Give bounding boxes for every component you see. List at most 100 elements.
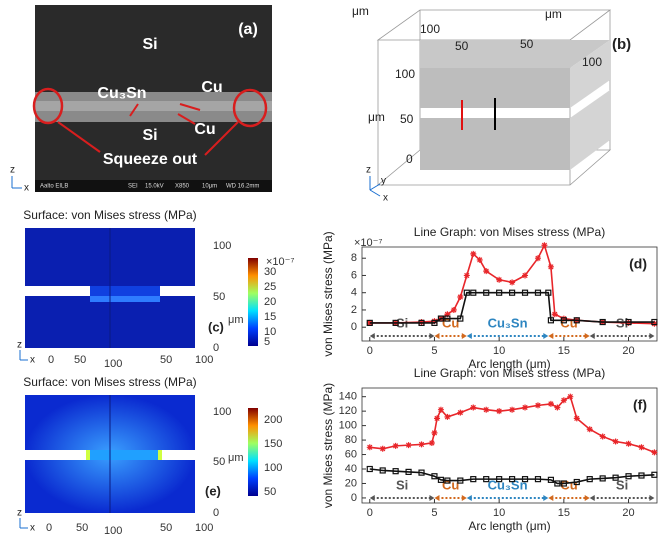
axis-unit: μm (368, 110, 385, 124)
marker (431, 430, 437, 436)
marker (380, 446, 386, 452)
x-tick-label: 20 (622, 507, 634, 519)
axis-unit: μm (352, 4, 369, 18)
joint (90, 286, 160, 296)
y-tick-label: 120 (339, 405, 357, 417)
x-tick-label: 0 (367, 507, 373, 519)
marker (587, 426, 593, 432)
marker (496, 408, 502, 414)
series-line (370, 397, 655, 453)
marker (638, 444, 644, 450)
panel-b: μm 100 50 μm 50 100 (b) 100 μm 50 0 z y … (352, 4, 631, 203)
marker (613, 439, 619, 445)
joint (88, 450, 160, 460)
y-tick-label: 60 (345, 448, 357, 460)
marker (438, 407, 444, 413)
tick: 50 (160, 522, 172, 534)
title: Surface: von Mises stress (MPa) (23, 208, 196, 222)
axis-label: z (10, 165, 15, 176)
y-tick-label: 4 (351, 287, 357, 299)
tick: 50 (520, 37, 534, 51)
title: Surface: von Mises stress (MPa) (23, 375, 196, 389)
tick: 50 (74, 354, 86, 366)
axis-icon (20, 518, 28, 528)
colorbar (248, 258, 258, 346)
arrow-head (585, 333, 590, 339)
marker (509, 279, 515, 285)
tick: 0 (46, 522, 52, 534)
axis-unit: μm (545, 7, 562, 21)
footer-text: WD 16.2mm (226, 184, 259, 190)
tick: 100 (420, 22, 440, 36)
colorbar-tick: 5 (264, 336, 270, 348)
marker (600, 433, 606, 439)
arrow-head (548, 333, 553, 339)
marker (522, 405, 528, 411)
tick: 50 (76, 522, 88, 534)
marker (535, 255, 541, 261)
chart-title: Line Graph: von Mises stress (MPa) (414, 225, 605, 239)
marker (548, 401, 554, 407)
y-axis-label: von Mises stress (MPa) (321, 383, 335, 508)
arrow-head (543, 495, 548, 501)
marker (470, 405, 476, 411)
marker (651, 449, 657, 455)
arrow-head (467, 333, 472, 339)
panel-c: Surface: von Mises stress (MPa) 100 50 0… (17, 208, 294, 370)
arrow-head (462, 333, 467, 339)
y-tick-label: 0 (351, 321, 357, 333)
marker (477, 257, 483, 263)
footer-text: 15.0kV (145, 184, 164, 190)
axis-label: y (381, 176, 386, 187)
y-tick-label: 140 (339, 391, 357, 403)
colorbar-tick: 15 (264, 311, 276, 323)
marker (457, 410, 463, 416)
tick: 0 (213, 342, 219, 354)
panel-a: Si Cu₃Sn Cu Si Cu Squeeze out (a) Aalto … (10, 5, 272, 194)
panel-label: (e) (205, 483, 221, 498)
axis-label: z (17, 340, 22, 351)
axis-label: x (383, 193, 388, 204)
x-axis-label: Arc length (μm) (468, 519, 550, 533)
colorbar-tick: 200 (264, 414, 282, 426)
marker (393, 443, 399, 449)
tick: 50 (400, 112, 414, 126)
footer-text: 10μm (202, 184, 217, 190)
marker (406, 442, 412, 448)
corner-stress (158, 450, 162, 460)
panel-label: (b) (612, 36, 631, 53)
y-tick-label: 80 (345, 434, 357, 446)
panel-e: Surface: von Mises stress (MPa) 100 50 0… (17, 375, 282, 534)
marker (451, 307, 457, 313)
colorbar-tick: 100 (264, 462, 282, 474)
x-tick-label: 5 (431, 345, 437, 357)
label: Cu₃Sn (97, 85, 146, 102)
tick: 100 (195, 354, 213, 366)
y-tick-label: 40 (345, 463, 357, 475)
tick: 0 (406, 152, 413, 166)
arrow-head (462, 495, 467, 501)
imc-band (35, 101, 272, 111)
axis-icon (12, 176, 22, 188)
marker (535, 402, 541, 408)
arrow-head (434, 495, 439, 501)
axis-label: z (17, 508, 22, 519)
x-tick-label: 0 (367, 345, 373, 357)
marker (552, 311, 558, 317)
tick: 100 (104, 525, 122, 534)
axis-icon (20, 350, 28, 360)
footer-text: SEI (128, 184, 138, 190)
axis-label: z (366, 165, 371, 176)
marker (574, 415, 580, 421)
marker (509, 407, 515, 413)
arrow-head (370, 333, 375, 339)
marker (444, 414, 450, 420)
label: Cu (194, 121, 215, 138)
panel-label: (f) (633, 397, 647, 413)
arrow-head (649, 495, 654, 501)
region-label: Cu₃Sn (488, 315, 528, 330)
axis-multiplier: ×10⁻⁷ (354, 237, 382, 249)
arrow-head (370, 495, 375, 501)
tick: 50 (455, 39, 469, 53)
arrow-head (585, 495, 590, 501)
